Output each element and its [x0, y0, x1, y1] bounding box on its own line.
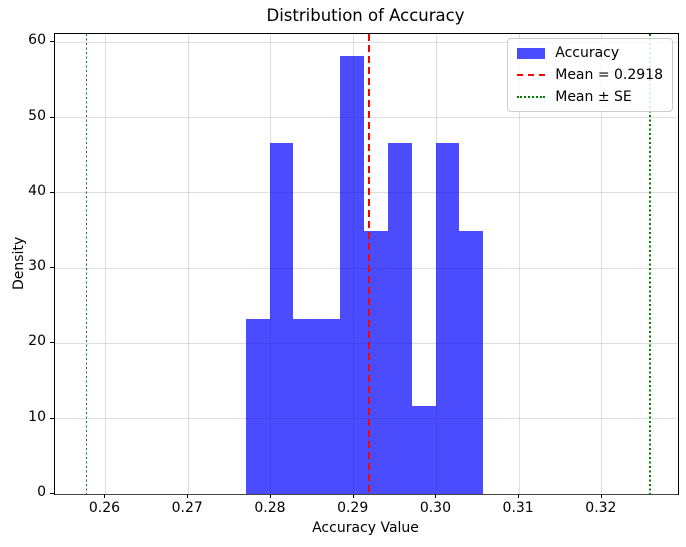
- legend-label-accuracy: Accuracy: [555, 45, 620, 61]
- y-gridline: [55, 117, 678, 119]
- legend: Accuracy Mean = 0.2918 Mean ± SE: [507, 38, 673, 113]
- y-tick-mark: [50, 41, 54, 43]
- histogram-bar: [436, 143, 459, 494]
- y-tick-label: 30: [28, 258, 46, 275]
- x-tick-mark: [518, 494, 520, 498]
- y-tick-label: 50: [28, 107, 46, 124]
- y-tick-label: 60: [28, 32, 46, 49]
- y-tick-mark: [50, 493, 54, 494]
- plot-area: Accuracy Mean = 0.2918 Mean ± SE: [54, 33, 679, 495]
- y-tick-label: 0: [37, 484, 46, 500]
- x-axis-label: Accuracy Value: [312, 520, 419, 536]
- y-tick-mark: [50, 342, 54, 344]
- x-gridline: [601, 34, 603, 494]
- se-line: [649, 34, 651, 494]
- y-gridline: [55, 493, 678, 495]
- histogram-bar: [340, 55, 364, 494]
- x-tick-mark: [600, 494, 602, 498]
- histogram-bar: [459, 230, 483, 494]
- x-tick-mark: [187, 494, 189, 498]
- y-tick-mark: [50, 191, 54, 193]
- x-tick-label: 0.30: [419, 500, 451, 516]
- y-tick-mark: [50, 116, 54, 118]
- x-tick-label: 0.31: [502, 500, 534, 516]
- x-gridline: [518, 34, 520, 494]
- y-gridline: [55, 41, 678, 43]
- y-tick-label: 10: [28, 408, 46, 425]
- histogram-bar: [412, 406, 436, 494]
- y-gridline: [55, 192, 678, 194]
- y-tick-label: 20: [28, 333, 46, 350]
- legend-item-accuracy: Accuracy: [517, 45, 663, 61]
- legend-item-mean: Mean = 0.2918: [517, 67, 663, 83]
- histogram-bar: [317, 318, 340, 494]
- y-tick-mark: [50, 417, 54, 419]
- histogram-bar: [293, 318, 317, 494]
- se-line: [85, 34, 88, 494]
- x-tick-label: 0.29: [337, 500, 369, 516]
- x-gridline: [187, 34, 189, 494]
- x-tick-mark: [352, 494, 354, 498]
- x-gridline: [104, 34, 106, 494]
- histogram-bar: [246, 318, 270, 494]
- x-tick-label: 0.26: [88, 500, 121, 516]
- y-tick-mark: [50, 267, 54, 269]
- x-tick-mark: [104, 494, 106, 498]
- legend-swatch-accuracy: [517, 47, 546, 59]
- x-tick-label: 0.28: [254, 500, 286, 516]
- legend-label-se: Mean ± SE: [555, 89, 632, 106]
- mean-line: [367, 34, 370, 494]
- x-tick-mark: [435, 494, 437, 498]
- x-tick-label: 0.27: [171, 500, 203, 516]
- y-tick-label: 40: [28, 182, 46, 199]
- legend-swatch-mean-dashed-line: [517, 74, 546, 77]
- histogram-bar: [388, 143, 412, 494]
- x-tick-mark: [269, 494, 271, 498]
- chart-title: Distribution of Accuracy: [266, 6, 465, 25]
- x-tick-label: 0.32: [585, 500, 617, 516]
- legend-item-se: Mean ± SE: [517, 89, 663, 105]
- legend-label-mean: Mean = 0.2918: [555, 67, 663, 84]
- histogram-bar: [270, 143, 293, 494]
- legend-swatch-se-dotted-line: [517, 96, 546, 99]
